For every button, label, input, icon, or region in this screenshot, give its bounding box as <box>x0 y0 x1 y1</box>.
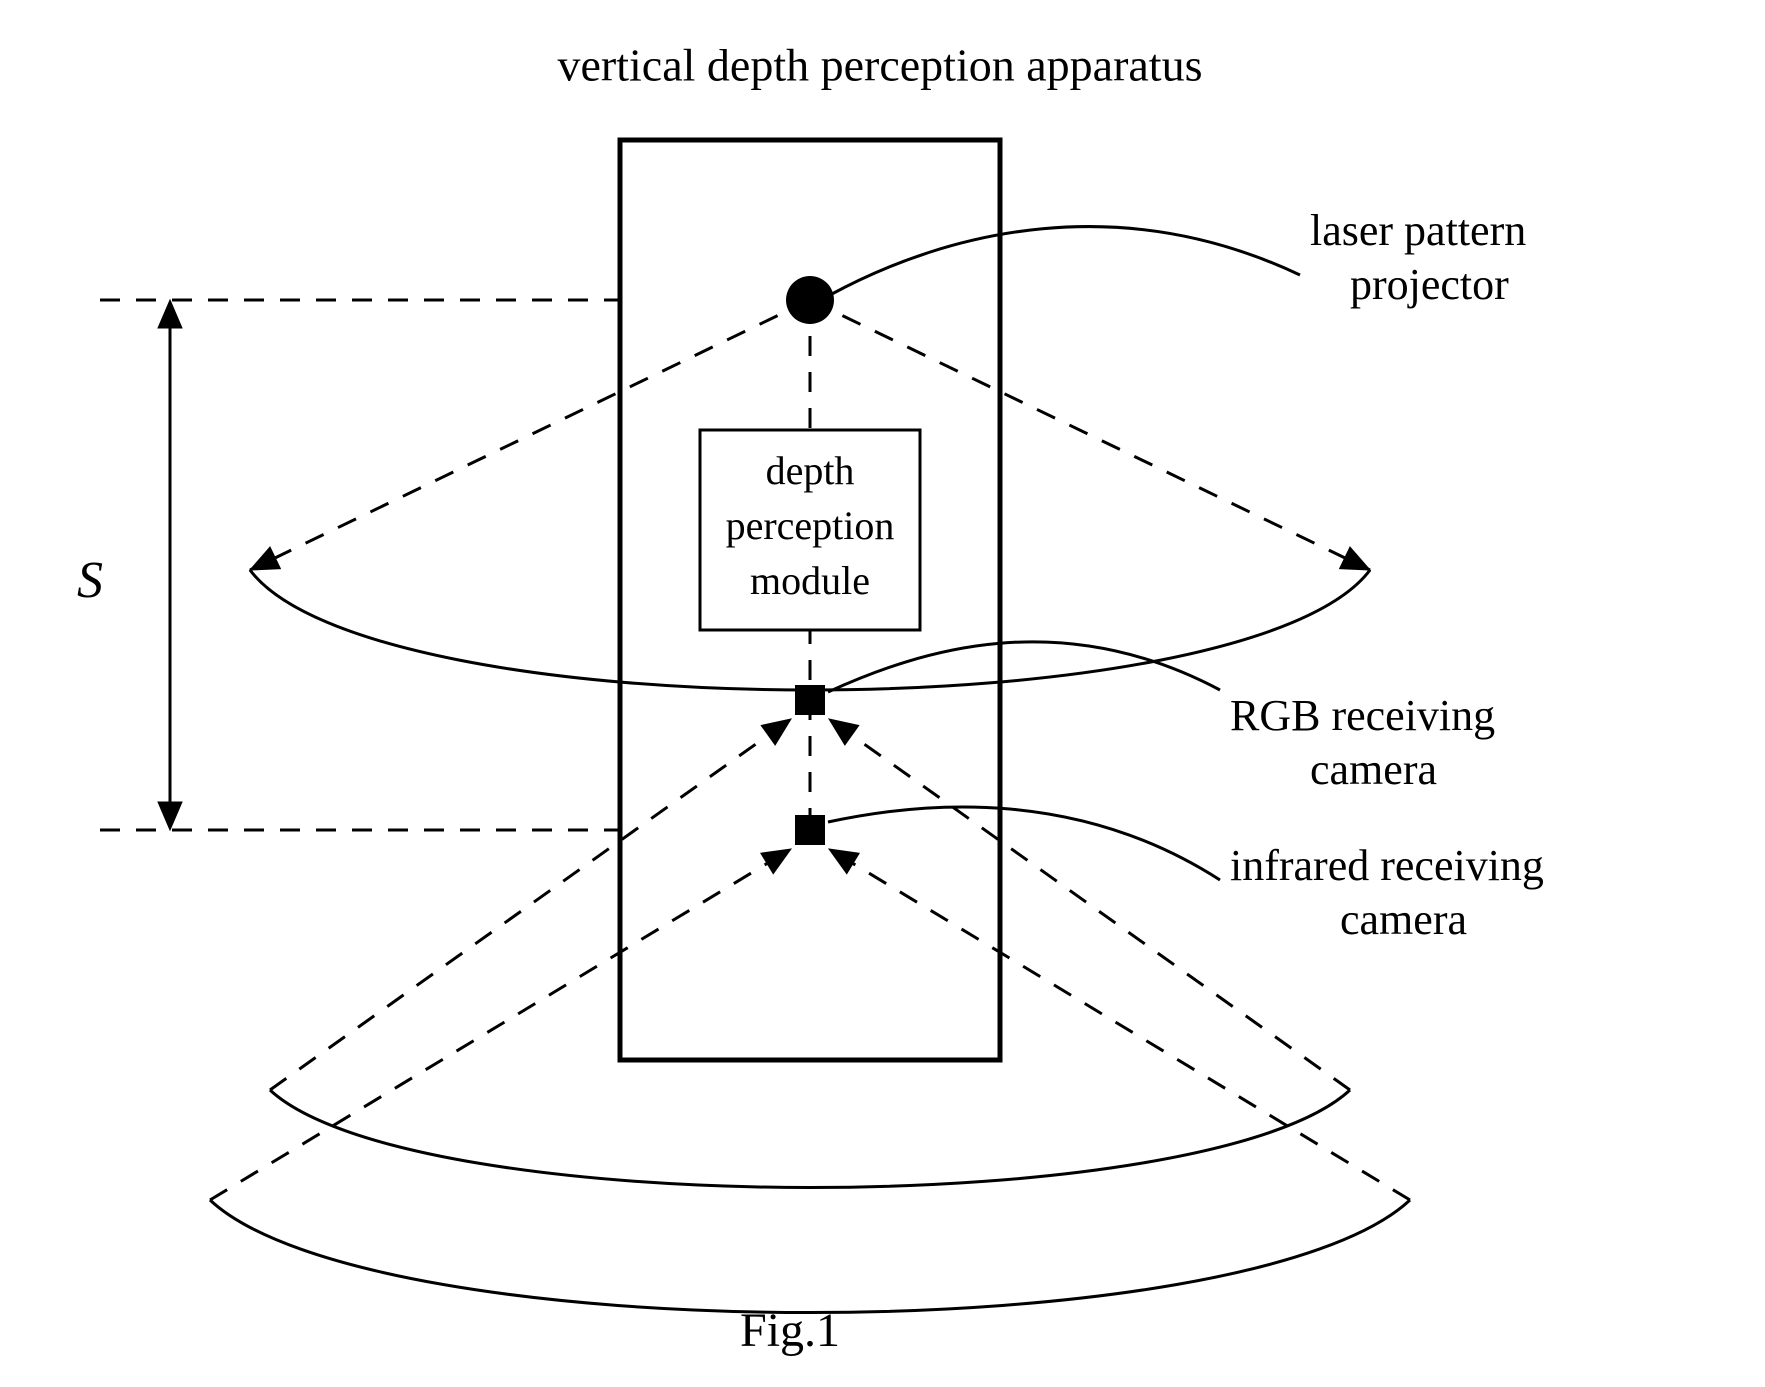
leader-rgb-camera <box>828 642 1220 692</box>
ir-camera-label-2: camera <box>1340 895 1467 944</box>
diagram-svg: vertical depth perception apparatus Sdept… <box>0 0 1765 1387</box>
figure-title: vertical depth perception apparatus <box>558 40 1203 91</box>
rgb-ellipse-arc <box>270 1090 1350 1188</box>
figure-stage: vertical depth perception apparatus Sdept… <box>0 0 1765 1387</box>
depth-module-label-1: depth <box>766 448 855 493</box>
ir-camera-label-1: infrared receiving <box>1230 841 1544 890</box>
leader-laser-projector <box>830 227 1300 295</box>
laser-projector-label-2: projector <box>1350 260 1509 309</box>
leader-ir-camera <box>828 807 1220 880</box>
depth-module-label-3: module <box>750 558 870 603</box>
ir-ellipse-arc <box>210 1200 1410 1313</box>
laser-projector-dot <box>786 276 834 324</box>
depth-module-label-2: perception <box>726 503 895 548</box>
rgb-camera-square <box>795 685 825 715</box>
s-label: S <box>77 552 103 609</box>
rgb-camera-label-2: camera <box>1310 745 1437 794</box>
figure-caption: Fig.1 <box>740 1304 840 1357</box>
laser-projector-label-1: laser pattern <box>1310 206 1526 255</box>
rgb-camera-label-1: RGB receiving <box>1230 691 1495 740</box>
ir-camera-square <box>795 815 825 845</box>
